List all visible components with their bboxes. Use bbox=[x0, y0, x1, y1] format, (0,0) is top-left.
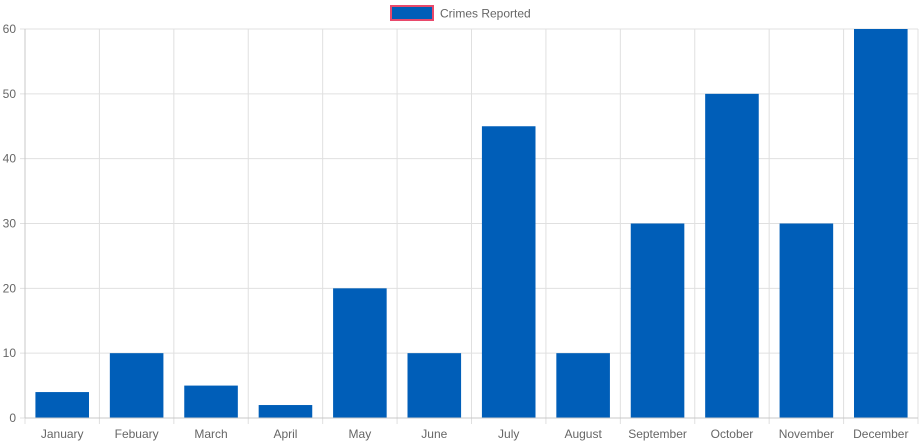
axes: 0 10 20 30 40 50 60 January Febuary March April May… bbox=[3, 22, 918, 441]
legend-label: Crimes Reported bbox=[440, 7, 531, 21]
bar bbox=[630, 223, 685, 418]
x-tick-label: September bbox=[628, 427, 687, 441]
bar bbox=[35, 392, 89, 418]
x-tick-label: May bbox=[349, 427, 372, 441]
x-tick-label: August bbox=[564, 427, 602, 441]
y-tick-label: 40 bbox=[3, 152, 17, 166]
y-tick-label: 60 bbox=[3, 22, 17, 36]
bar bbox=[556, 353, 610, 418]
grid-lines bbox=[20, 28, 919, 424]
bar bbox=[184, 385, 238, 418]
x-tick-label: November bbox=[779, 427, 834, 441]
y-tick-label: 50 bbox=[3, 87, 17, 101]
y-tick-label: 30 bbox=[3, 217, 17, 231]
y-tick-label: 20 bbox=[3, 281, 17, 295]
bar bbox=[109, 353, 164, 418]
bar bbox=[333, 288, 387, 418]
x-tick-label: March bbox=[194, 427, 227, 441]
x-tick-label: October bbox=[711, 427, 754, 441]
x-tick-label: January bbox=[41, 427, 84, 441]
y-tick-label: 0 bbox=[9, 411, 16, 425]
bar bbox=[854, 29, 908, 418]
x-tick-label: Febuary bbox=[115, 427, 159, 441]
legend-swatch[interactable] bbox=[390, 5, 434, 21]
x-tick-label: June bbox=[421, 427, 447, 441]
bar bbox=[779, 223, 834, 418]
x-tick-label: December bbox=[853, 427, 908, 441]
bar bbox=[407, 353, 462, 418]
x-tick-label: July bbox=[498, 427, 519, 441]
bars bbox=[35, 29, 908, 418]
x-tick-label: April bbox=[273, 427, 297, 441]
bar bbox=[481, 126, 536, 418]
legend[interactable]: Crimes Reported bbox=[390, 5, 531, 21]
y-tick-label: 10 bbox=[3, 346, 17, 360]
bar bbox=[258, 405, 313, 418]
bar bbox=[705, 93, 759, 418]
